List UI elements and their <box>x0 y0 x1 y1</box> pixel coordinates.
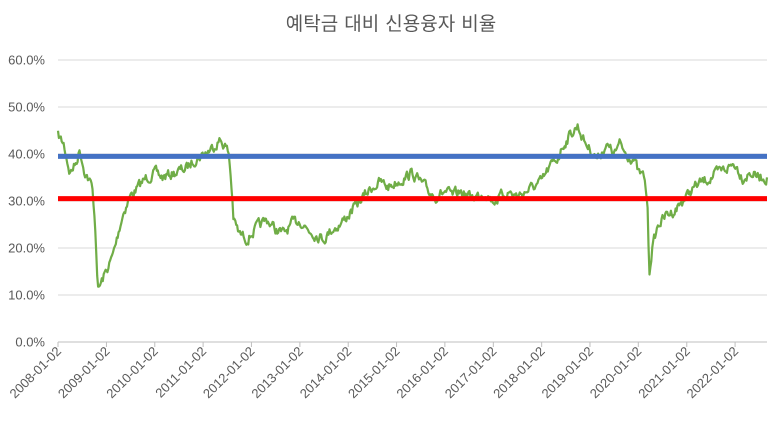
x-axis-ticks: 2008-01-022009-01-022010-01-022011-01-02… <box>6 342 741 401</box>
y-tick-label: 60.0% <box>8 53 45 68</box>
x-tick-label: 2020-01-02 <box>587 344 645 402</box>
series-group <box>56 123 769 288</box>
x-tick-label: 2008-01-02 <box>6 344 64 402</box>
x-tick-label: 2016-01-02 <box>393 344 451 402</box>
series-line <box>56 123 769 288</box>
y-tick-label: 40.0% <box>8 147 45 162</box>
y-tick-label: 30.0% <box>8 194 45 209</box>
x-tick-label: 2012-01-02 <box>200 344 258 402</box>
reference-lines <box>58 153 767 202</box>
y-tick-label: 20.0% <box>8 241 45 256</box>
y-tick-label: 10.0% <box>8 288 45 303</box>
y-tick-label: 50.0% <box>8 100 45 115</box>
x-tick-label: 2022-01-02 <box>684 344 742 402</box>
x-tick-label: 2010-01-02 <box>103 344 161 402</box>
chart-title: 예탁금 대비 신용융자 비율 <box>286 13 496 35</box>
y-axis-ticks: 0.0% 10.0% 20.0% 30.0% 40.0% 50.0% 60.0% <box>8 53 45 350</box>
y-tick-label: 0.0% <box>15 335 45 350</box>
